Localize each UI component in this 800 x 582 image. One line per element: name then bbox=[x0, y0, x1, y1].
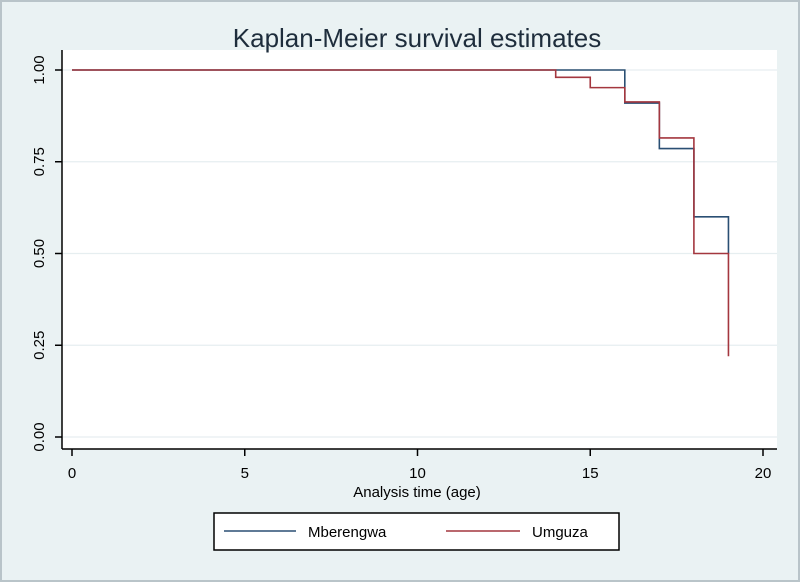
axes bbox=[55, 50, 777, 456]
tick-labels: 0.00 0.25 0.50 0.75 1.00 0 5 10 15 20 bbox=[31, 55, 771, 482]
series-line-umguza bbox=[72, 69, 730, 357]
x-tick-label-1: 5 bbox=[241, 465, 249, 482]
y-tick-label-3: 0.75 bbox=[31, 147, 48, 176]
x-tick-label-4: 20 bbox=[755, 465, 772, 482]
y-tick-label-2: 0.50 bbox=[31, 239, 48, 268]
legend-label-mberengwa: Mberengwa bbox=[308, 524, 387, 541]
x-tick-label-2: 10 bbox=[409, 465, 426, 482]
chart-title: Kaplan-Meier survival estimates bbox=[233, 23, 601, 53]
series-lines bbox=[72, 69, 730, 357]
y-tick-label-4: 1.00 bbox=[31, 55, 48, 84]
legend-entries: Mberengwa Umguza bbox=[224, 524, 589, 541]
y-tick-label-1: 0.25 bbox=[31, 331, 48, 360]
y-tick-label-0: 0.00 bbox=[31, 422, 48, 451]
x-tick-label-3: 15 bbox=[582, 465, 599, 482]
legend-label-umguza: Umguza bbox=[532, 524, 589, 541]
legend: Mberengwa Umguza bbox=[213, 512, 620, 551]
x-axis-title: Analysis time (age) bbox=[353, 484, 481, 501]
series-line-mberengwa bbox=[72, 69, 730, 254]
x-tick-label-0: 0 bbox=[68, 465, 76, 482]
plot-area bbox=[62, 50, 777, 449]
